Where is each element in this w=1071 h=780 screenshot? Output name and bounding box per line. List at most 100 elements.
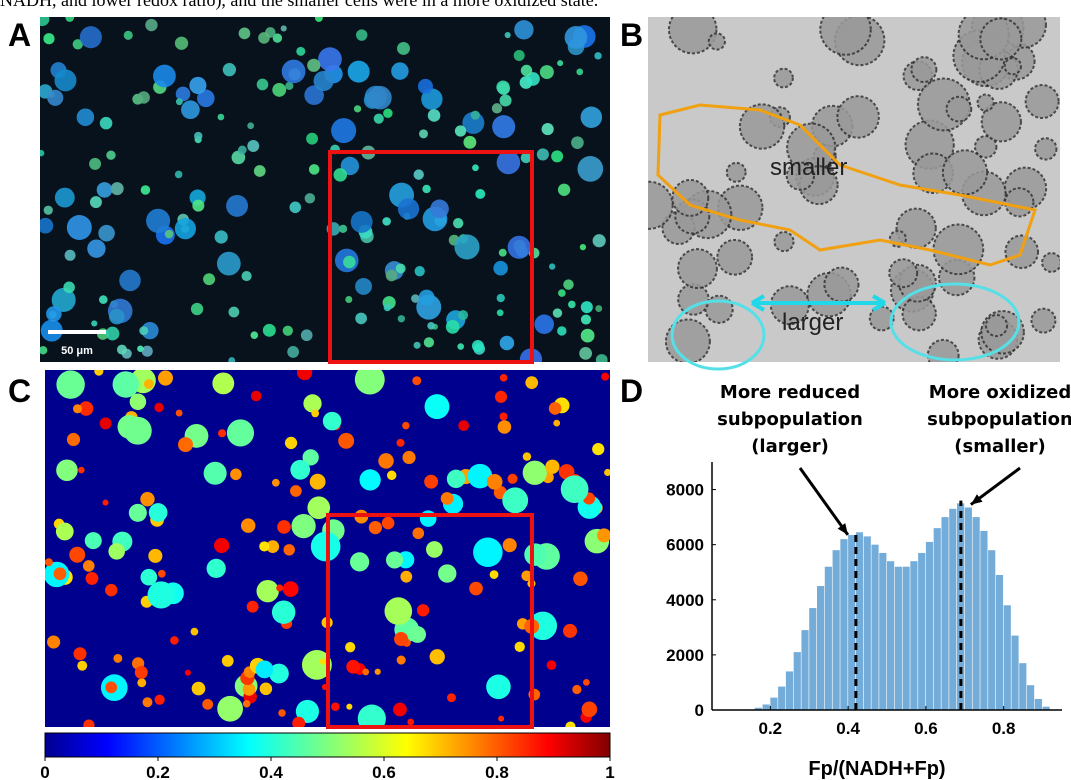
cell <box>452 217 464 229</box>
cell <box>142 697 153 708</box>
cell <box>338 224 348 233</box>
cell <box>976 93 995 112</box>
bar <box>894 566 902 710</box>
cell <box>397 315 406 323</box>
cell <box>397 198 420 220</box>
cell <box>595 305 603 313</box>
cell <box>411 294 420 303</box>
cell <box>318 47 342 71</box>
y-tick-label: 8000 <box>666 481 704 500</box>
cell <box>105 681 118 694</box>
cell <box>157 370 174 386</box>
cell <box>137 345 144 352</box>
cell <box>66 432 81 447</box>
cell <box>139 326 149 336</box>
y-tick-label: 0 <box>695 701 704 720</box>
cell <box>926 338 960 362</box>
cell <box>256 579 279 603</box>
cell <box>419 510 437 527</box>
cell <box>823 266 860 303</box>
cell <box>581 701 598 718</box>
cell <box>489 570 499 579</box>
cell <box>769 285 810 326</box>
cell <box>94 370 104 376</box>
cell <box>258 32 270 44</box>
cell <box>283 544 295 556</box>
cell <box>446 469 466 489</box>
colorbar-tick-label: 0.8 <box>485 763 509 780</box>
cell <box>536 148 549 161</box>
cell <box>979 17 1023 61</box>
cell <box>354 370 385 395</box>
cell <box>945 95 973 123</box>
cell <box>222 63 237 77</box>
cell <box>984 314 1009 338</box>
region-label: smaller <box>770 154 847 181</box>
bar <box>770 697 778 710</box>
cell <box>53 567 67 581</box>
cell <box>113 653 123 663</box>
cell <box>145 18 158 32</box>
cell <box>819 17 872 56</box>
cell <box>417 78 433 94</box>
cell <box>486 473 503 490</box>
cell <box>1003 57 1022 76</box>
cell <box>496 150 521 175</box>
cell <box>514 641 525 652</box>
cell <box>560 475 589 504</box>
cell <box>545 459 560 474</box>
cell <box>579 347 592 360</box>
arrow <box>750 294 887 312</box>
cell <box>580 301 593 314</box>
cell <box>202 698 214 710</box>
cell <box>416 604 430 617</box>
cell <box>499 374 508 382</box>
cell <box>534 314 554 334</box>
cell <box>91 320 98 327</box>
cell <box>304 193 316 204</box>
cell <box>123 416 152 445</box>
y-tick-label: 6000 <box>666 536 704 555</box>
cell <box>496 293 505 303</box>
cell <box>282 581 299 597</box>
cell <box>190 627 199 636</box>
x-tick-label: 0.2 <box>759 719 783 738</box>
cell <box>218 429 227 438</box>
cell <box>154 694 165 705</box>
cell <box>271 600 296 624</box>
cell <box>424 394 450 420</box>
cell <box>214 230 228 244</box>
cell <box>247 122 255 130</box>
cell <box>79 26 102 49</box>
cell <box>579 243 587 251</box>
cell <box>941 149 989 196</box>
cell <box>45 558 53 567</box>
cell <box>549 263 556 270</box>
cell <box>577 156 604 182</box>
cell <box>82 560 95 572</box>
caption: NADH, and lower redox ratio), and the sm… <box>0 0 598 11</box>
annotation: (larger) <box>751 436 829 457</box>
cell <box>427 109 441 122</box>
cell <box>54 187 75 208</box>
cell <box>240 518 256 533</box>
cell <box>524 543 547 566</box>
cell <box>153 64 176 88</box>
cell <box>289 201 302 214</box>
cell <box>385 269 398 282</box>
cell <box>66 215 92 241</box>
panel-label: B <box>620 17 643 53</box>
cell <box>338 432 355 449</box>
cell <box>46 306 62 322</box>
cell <box>282 325 293 336</box>
cell <box>345 642 356 653</box>
cell <box>671 178 710 217</box>
cell <box>140 491 155 507</box>
cell <box>514 20 534 40</box>
region-outline <box>670 299 766 371</box>
arrow-head <box>837 523 848 535</box>
cell <box>499 335 515 351</box>
cell <box>445 320 460 334</box>
cell <box>40 346 48 355</box>
cell <box>203 461 227 485</box>
